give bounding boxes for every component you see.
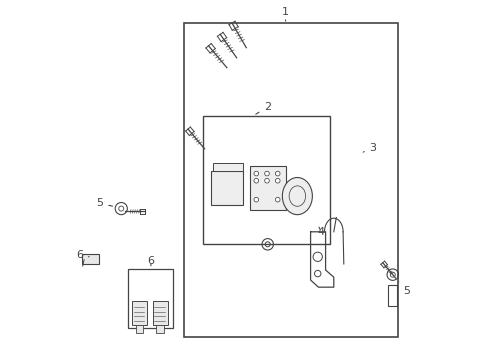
Bar [183, 23, 397, 337]
Bar [82, 254, 99, 264]
Bar [203, 116, 329, 244]
Text: 3: 3 [363, 143, 376, 153]
Bar [156, 325, 164, 333]
Text: 6: 6 [76, 250, 89, 260]
Text: 6: 6 [147, 256, 154, 266]
Circle shape [264, 171, 269, 176]
Text: 5: 5 [96, 198, 112, 208]
Circle shape [253, 197, 258, 202]
Circle shape [253, 171, 258, 176]
Text: 5: 5 [398, 282, 410, 296]
Text: 1: 1 [282, 7, 288, 21]
Bar [132, 301, 147, 325]
Circle shape [264, 179, 269, 183]
Bar [249, 166, 285, 210]
Text: 2: 2 [255, 102, 271, 114]
Bar [387, 285, 397, 306]
Ellipse shape [282, 177, 312, 215]
Bar [210, 171, 242, 205]
Circle shape [275, 171, 280, 176]
Text: 4: 4 [317, 227, 324, 237]
Bar [135, 325, 143, 333]
Circle shape [253, 179, 258, 183]
Circle shape [275, 197, 280, 202]
Bar [152, 301, 167, 325]
Circle shape [275, 179, 280, 183]
Bar [128, 269, 173, 328]
Bar [213, 163, 242, 171]
